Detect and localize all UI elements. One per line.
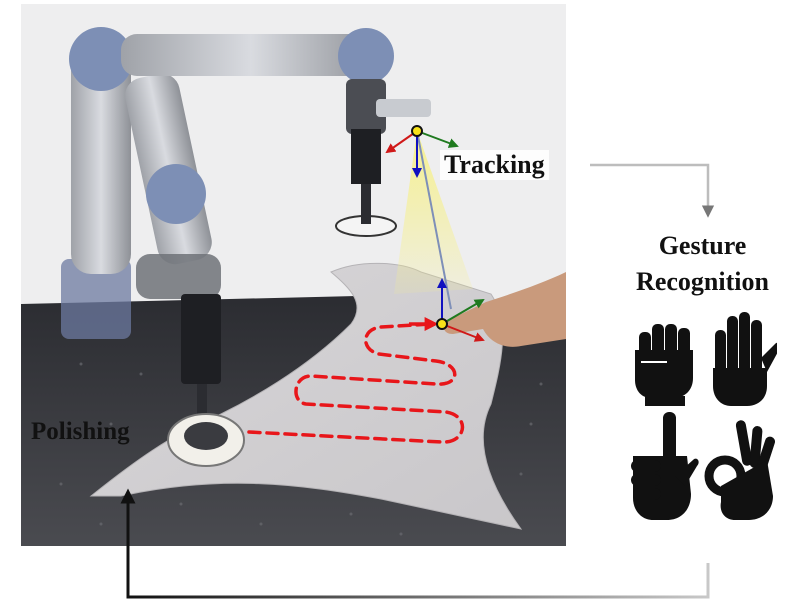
- polishing-pad-lower-center: [184, 422, 228, 450]
- tracking-label: Tracking: [440, 150, 549, 180]
- gesture-recognition-title: Gesture Recognition: [600, 228, 805, 300]
- ok-hand-icon: [704, 420, 776, 520]
- finger-x-axis: [441, 323, 485, 342]
- sensor-y-axis: [416, 130, 459, 148]
- polishing-label: Polishing: [31, 418, 130, 445]
- spindle-neck-lower: [197, 384, 207, 414]
- tracking-sensor-mount: [376, 99, 431, 117]
- robot-upper-arm: [71, 44, 131, 274]
- gesture-to-polishing-arrow: [120, 488, 710, 599]
- open-palm-icon: [713, 312, 777, 406]
- polishing-path: [247, 322, 465, 444]
- robot-elbow: [146, 164, 206, 224]
- fist-icon: [635, 324, 693, 406]
- gesture-icons: [631, 312, 777, 520]
- robot-wrist: [346, 79, 386, 134]
- robot-photo: [21, 4, 566, 546]
- gesture-title-line2: Recognition: [636, 267, 769, 296]
- spindle-lower: [181, 294, 221, 384]
- pointing-finger-icon: [631, 412, 699, 520]
- sensor-frame: [385, 125, 459, 178]
- finger-y-axis: [441, 298, 485, 325]
- sensor-marker: [411, 125, 423, 137]
- fingertip-marker: [436, 318, 448, 330]
- tracking-to-gesture-arrow: [590, 163, 715, 218]
- spindle-upper: [351, 129, 381, 184]
- sensor-x-axis: [385, 130, 418, 154]
- robot-top-link: [121, 34, 381, 76]
- robot-wrist-top: [338, 28, 394, 84]
- gesture-title-line1: Gesture: [658, 231, 747, 260]
- spindle-neck-upper: [361, 184, 371, 224]
- robot-base: [61, 259, 131, 339]
- fingertip-frame: [436, 278, 485, 342]
- operator-hand: [444, 272, 566, 347]
- robot-shoulder: [69, 27, 133, 91]
- robot-lower-link: [136, 254, 221, 299]
